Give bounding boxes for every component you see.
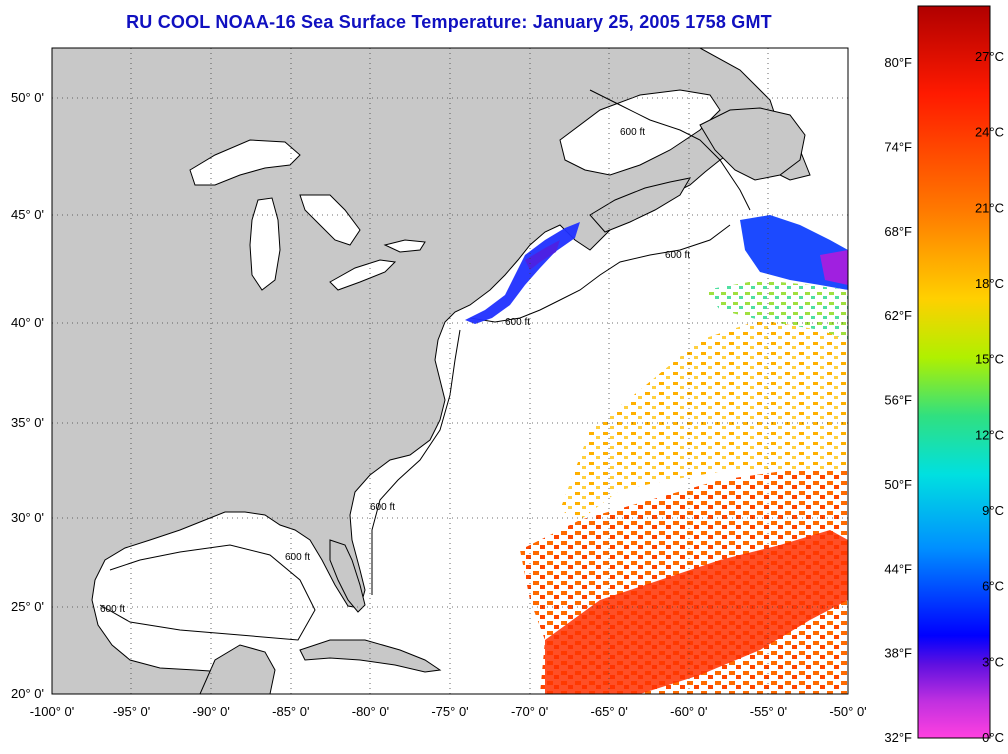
land-newfoundland <box>699 107 806 181</box>
latitude-ticks: 20° 0' 25° 0' 30° 0' 35° 0' 40° 0' 45° 0' 50° … <box>11 90 44 701</box>
sst-mid-band <box>560 320 848 520</box>
longitude-tick-label: -50° 0' <box>829 704 866 719</box>
fahrenheit-label: 62°F <box>884 308 912 323</box>
lake-huron <box>299 194 361 246</box>
colorbar-celsius-labels: 27°C 24°C 21°C 18°C 15°C 12°C 9°C 6°C 3°C 0°C <box>975 49 1004 745</box>
land-nova-scotia <box>589 177 691 233</box>
map-area <box>52 48 848 694</box>
longitude-ticks: -100° 0' -95° 0' -90° 0' -85° 0' -80° 0' -75°… <box>30 704 867 719</box>
longitude-tick-label: -55° 0' <box>750 704 787 719</box>
shelf-contour <box>469 224 731 323</box>
contour-label: 600 ft <box>620 127 645 138</box>
celsius-label: 0°C <box>982 730 1004 745</box>
contour-label: 600 ft <box>665 250 690 261</box>
lake-superior <box>189 139 301 186</box>
celsius-label: 3°C <box>982 654 1004 669</box>
colorbar-fahrenheit-labels: 80°F 74°F 68°F 62°F 56°F 50°F 44°F 38°F 32°F <box>884 55 912 745</box>
latitude-tick-label: 20° 0' <box>11 686 44 701</box>
colorbar-scale <box>917 5 991 739</box>
shelf-contour-north <box>589 89 751 211</box>
latitude-tick-label: 30° 0' <box>11 510 44 525</box>
land-yucatan <box>199 644 276 694</box>
longitude-tick-label: -80° 0' <box>352 704 389 719</box>
celsius-label: 21°C <box>975 200 1004 215</box>
sst-cold-coastal-2 <box>525 240 560 270</box>
lake-erie <box>329 259 397 291</box>
celsius-label: 12°C <box>975 427 1004 442</box>
fahrenheit-label: 44°F <box>884 561 912 576</box>
latitude-tick-label: 45° 0' <box>11 207 44 222</box>
longitude-tick-label: -90° 0' <box>193 704 230 719</box>
land-cuba <box>299 639 442 673</box>
contour-label: 600 ft <box>285 552 310 563</box>
lake-michigan <box>249 197 281 291</box>
sst-cool-band <box>705 280 848 340</box>
latitude-tick-label: 25° 0' <box>11 599 44 614</box>
celsius-label: 9°C <box>982 503 1004 518</box>
longitude-tick-label: -75° 0' <box>431 704 468 719</box>
fahrenheit-label: 56°F <box>884 393 912 408</box>
celsius-label: 15°C <box>975 352 1004 367</box>
longitude-tick-label: -60° 0' <box>670 704 707 719</box>
sst-hot-band <box>545 530 848 694</box>
map-border <box>51 47 849 695</box>
lake-ontario <box>383 239 426 253</box>
fahrenheit-label: 38°F <box>884 646 912 661</box>
fahrenheit-label: 74°F <box>884 139 912 154</box>
contour-label: 600 ft <box>505 317 530 328</box>
celsius-label: 24°C <box>975 125 1004 140</box>
latitude-tick-label: 50° 0' <box>11 90 44 105</box>
sst-purple-offshore <box>820 250 848 285</box>
fahrenheit-label: 32°F <box>884 730 912 745</box>
fahrenheit-label: 80°F <box>884 55 912 70</box>
contour-label: 600 ft <box>370 502 395 513</box>
longitude-tick-label: -100° 0' <box>30 704 75 719</box>
longitude-tick-label: -95° 0' <box>113 704 150 719</box>
fahrenheit-label: 68°F <box>884 224 912 239</box>
longitude-tick-label: -65° 0' <box>591 704 628 719</box>
colorbar: 27°C 24°C 21°C 18°C 15°C 12°C 9°C 6°C 3°C 0°C 80°… <box>884 5 1004 745</box>
land-florida <box>329 539 366 613</box>
celsius-label: 18°C <box>975 276 1004 291</box>
map-title: RU COOL NOAA-16 Sea Surface Temperature:… <box>126 12 772 32</box>
celsius-label: 27°C <box>975 49 1004 64</box>
fahrenheit-label: 50°F <box>884 477 912 492</box>
gulf-st-lawrence <box>559 89 721 176</box>
shelf-contour-gulf <box>99 544 316 641</box>
longitude-tick-label: -70° 0' <box>511 704 548 719</box>
shelf-contour-south <box>371 329 461 595</box>
latitude-tick-label: 35° 0' <box>11 415 44 430</box>
longitude-tick-label: -85° 0' <box>272 704 309 719</box>
celsius-label: 6°C <box>982 579 1004 594</box>
latitude-tick-label: 40° 0' <box>11 315 44 330</box>
contour-labels: 600 ft 600 ft 600 ft 600 ft 600 ft 600 f… <box>100 127 690 615</box>
contour-label: 600 ft <box>100 604 125 615</box>
sst-cold-offshore <box>740 215 848 290</box>
